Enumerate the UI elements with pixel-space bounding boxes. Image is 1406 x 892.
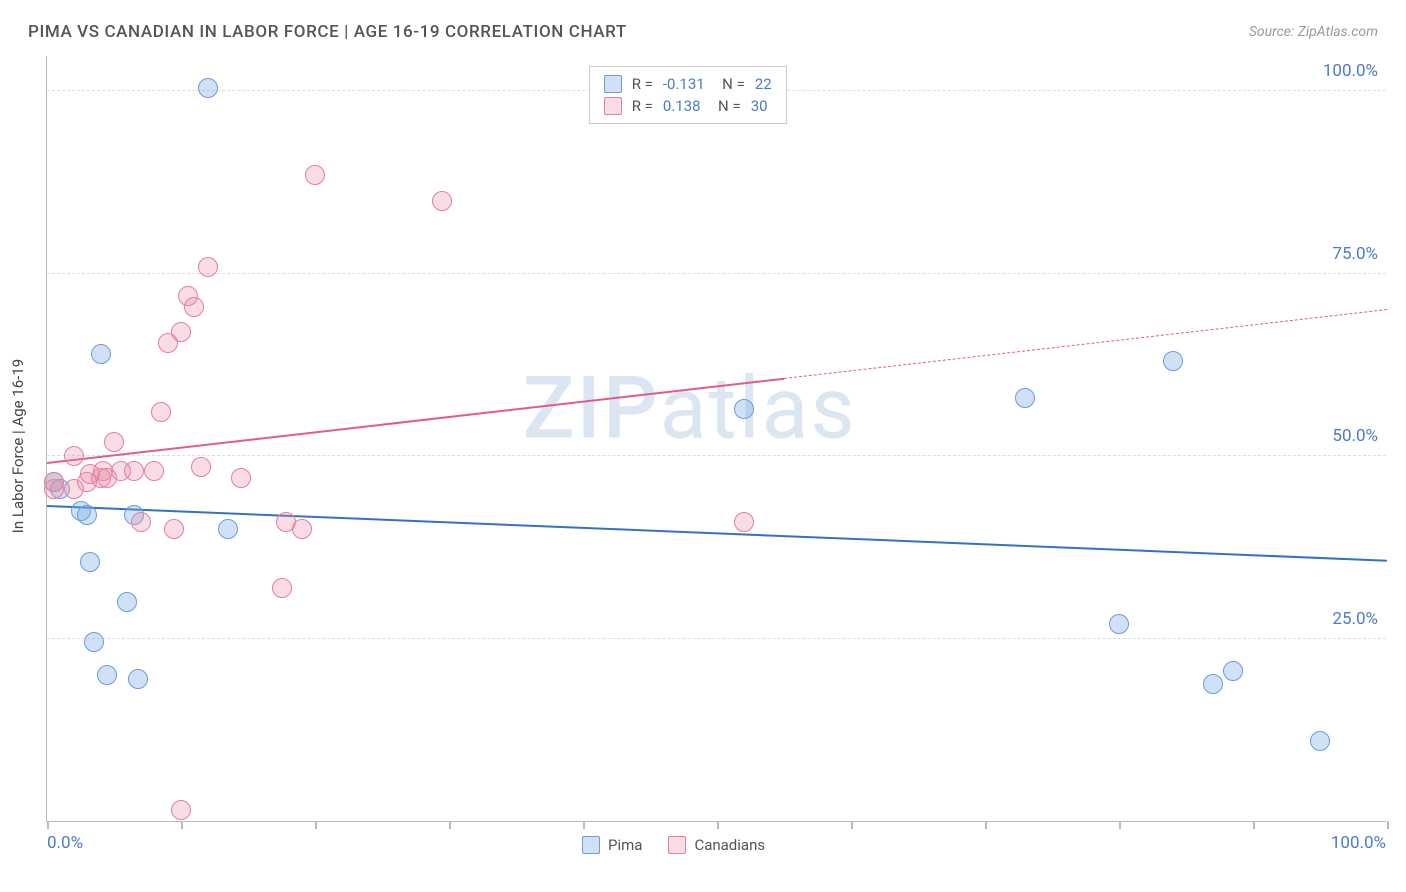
legend-swatch	[582, 836, 600, 854]
data-point-pima	[91, 344, 111, 364]
scatter-chart: ZIPatlas 25.0%50.0%75.0%100.0%0.0%100.0%	[46, 56, 1386, 822]
data-point-pima	[1203, 674, 1223, 694]
data-point-canadians	[164, 519, 184, 539]
gridline	[47, 455, 1386, 456]
legend-row: R = 0.138 N = 30	[604, 95, 772, 117]
data-point-canadians	[104, 432, 124, 452]
r-value: -0.131	[663, 75, 705, 93]
data-point-canadians	[292, 519, 312, 539]
legend-item: Canadians	[668, 836, 765, 854]
watermark: ZIPatlas	[523, 357, 857, 458]
x-tick-label: 0.0%	[47, 833, 83, 853]
data-point-pima	[97, 665, 117, 685]
data-point-canadians	[131, 512, 151, 532]
x-tick	[583, 821, 585, 829]
chart-title: PIMA VS CANADIAN IN LABOR FORCE | AGE 16…	[28, 22, 627, 42]
data-point-pima	[734, 399, 754, 419]
trend-line	[47, 505, 1387, 562]
gridline	[47, 273, 1386, 274]
data-point-pima	[128, 669, 148, 689]
x-tick	[449, 821, 451, 829]
legend-label: Canadians	[694, 836, 765, 854]
chart-header: PIMA VS CANADIAN IN LABOR FORCE | AGE 16…	[28, 22, 1378, 42]
x-tick	[1387, 821, 1389, 829]
data-point-canadians	[151, 402, 171, 422]
data-point-canadians	[191, 457, 211, 477]
trend-line	[784, 309, 1387, 379]
data-point-canadians	[198, 257, 218, 277]
stat-label: N =	[715, 75, 745, 93]
n-value: 30	[751, 97, 768, 115]
legend-row: R = -0.131 N = 22	[604, 73, 772, 95]
stat-label: R =	[632, 75, 653, 93]
data-point-pima	[198, 78, 218, 98]
legend-swatch	[604, 97, 622, 115]
data-point-canadians	[64, 446, 84, 466]
data-point-pima	[1163, 351, 1183, 371]
legend-label: Pima	[608, 836, 642, 854]
y-tick-label: 50.0%	[1332, 426, 1378, 446]
data-point-canadians	[44, 472, 64, 492]
stat-label: R =	[632, 97, 653, 115]
x-tick	[315, 821, 317, 829]
r-value: 0.138	[663, 97, 701, 115]
gridline	[47, 638, 1386, 639]
data-point-pima	[77, 505, 97, 525]
data-point-canadians	[231, 468, 251, 488]
correlation-legend: R = -0.131 N = 22R = 0.138 N = 30	[589, 66, 787, 124]
x-tick	[181, 821, 183, 829]
data-point-pima	[84, 632, 104, 652]
series-legend: Pima Canadians	[582, 836, 765, 854]
x-tick	[717, 821, 719, 829]
data-point-canadians	[144, 461, 164, 481]
data-point-pima	[218, 519, 238, 539]
x-tick	[47, 821, 49, 829]
data-point-pima	[1015, 388, 1035, 408]
y-tick-label: 25.0%	[1332, 609, 1378, 629]
x-tick	[1253, 821, 1255, 829]
data-point-canadians	[272, 578, 292, 598]
x-tick	[1119, 821, 1121, 829]
legend-swatch	[668, 836, 686, 854]
data-point-canadians	[171, 800, 191, 820]
data-point-pima	[80, 552, 100, 572]
data-point-pima	[1109, 614, 1129, 634]
data-point-canadians	[184, 297, 204, 317]
legend-item: Pima	[582, 836, 642, 854]
data-point-canadians	[305, 165, 325, 185]
x-tick	[851, 821, 853, 829]
y-axis-label: In Labor Force | Age 16-19	[9, 359, 27, 533]
x-tick-label: 100.0%	[1331, 833, 1386, 853]
y-tick-label: 75.0%	[1332, 244, 1378, 264]
stat-label: N =	[711, 97, 741, 115]
data-point-canadians	[124, 461, 144, 481]
source-attribution: Source: ZipAtlas.com	[1249, 24, 1378, 40]
legend-swatch	[604, 75, 622, 93]
x-tick	[985, 821, 987, 829]
data-point-canadians	[158, 333, 178, 353]
n-value: 22	[755, 75, 772, 93]
data-point-canadians	[734, 512, 754, 532]
data-point-canadians	[432, 191, 452, 211]
y-tick-label: 100.0%	[1323, 61, 1378, 81]
data-point-pima	[1310, 731, 1330, 751]
data-point-pima	[1223, 661, 1243, 681]
data-point-pima	[117, 592, 137, 612]
